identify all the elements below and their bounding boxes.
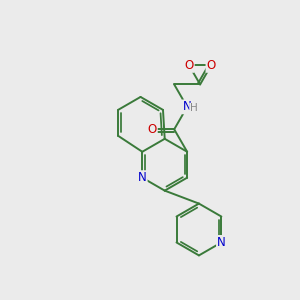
- Text: O: O: [184, 59, 194, 72]
- Text: N: N: [183, 100, 191, 113]
- Text: O: O: [206, 59, 216, 72]
- Text: O: O: [148, 123, 157, 136]
- Text: N: N: [138, 171, 147, 184]
- Text: H: H: [190, 103, 197, 113]
- Text: N: N: [217, 236, 226, 249]
